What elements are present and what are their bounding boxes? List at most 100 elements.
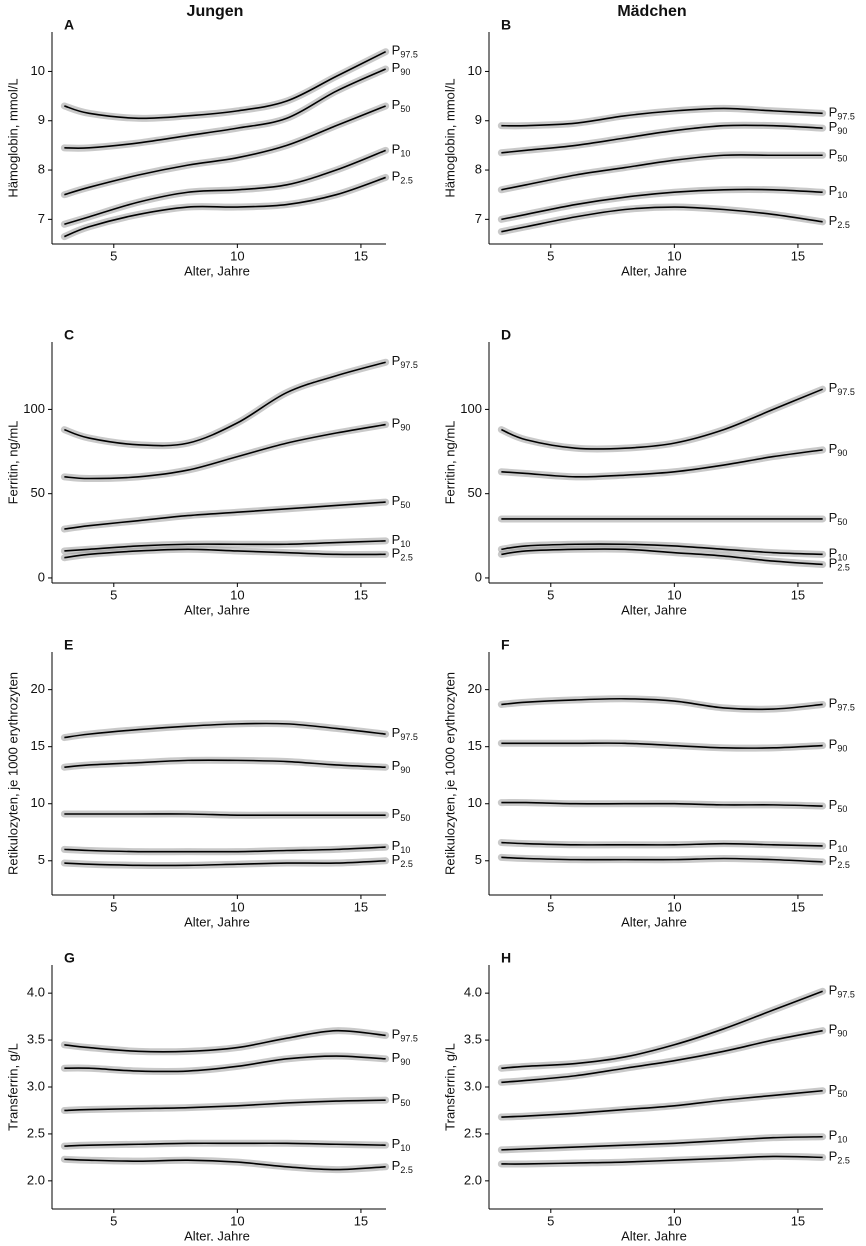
panel-label: H [501,950,511,966]
x-tick-label: 5 [110,899,117,914]
panel: Mädchen B 7 8 9 10 5 10 15 Alter, Jahre Hämoglobin… [442,3,854,278]
percentile-line [501,1155,823,1165]
y-tick-label: 10 [468,63,482,78]
series-label: P10 [392,532,411,549]
panel: F 5 10 15 20 5 10 15 Alter, Jahre Retikulozyten, … [442,637,854,930]
y-tick-label: 50 [31,485,45,500]
series-label: P50 [829,797,848,814]
percentile-line [64,149,386,226]
x-axis-label: Alter, Jahre [621,602,687,617]
x-tick-label: 10 [667,587,681,602]
series-label: P90 [392,1050,411,1067]
y-tick-label: 8 [38,161,45,176]
series-label: P2.5 [392,1158,413,1175]
percentile-line [501,107,823,127]
y-axis-label: Hämoglobin, mmol/L [5,78,20,197]
x-tick-label: 15 [354,1213,368,1228]
series-label: P90 [829,120,848,137]
x-tick-label: 10 [230,1213,244,1228]
y-tick-label: 7 [38,211,45,226]
y-tick-label: 100 [460,401,482,416]
y-tick-label: 4.0 [27,985,45,1000]
x-tick-label: 10 [667,248,681,263]
series-label: P2.5 [392,852,413,869]
x-tick-label: 15 [354,248,368,263]
y-tick-label: 9 [38,112,45,127]
percentile-line [64,1158,386,1171]
series-label: P2.5 [829,213,850,230]
y-tick-label: 7 [475,211,482,226]
band-halo [497,151,827,194]
panel: Jungen A 7 8 9 10 5 10 15 Alter, Jahre Hämoglobin,… [5,3,417,278]
y-tick-label: 10 [31,63,45,78]
percentile-line [501,1029,823,1084]
x-tick-label: 10 [230,587,244,602]
percentile-line [64,423,386,480]
x-tick-label: 15 [791,248,805,263]
panel-label: A [64,17,74,33]
series-label: P10 [829,837,848,854]
x-tick-label: 5 [547,248,554,263]
y-tick-label: 3.5 [464,1032,482,1047]
x-axis-label: Alter, Jahre [621,914,687,929]
x-tick-label: 10 [230,248,244,263]
panel-label: F [501,637,510,653]
series-label: P2.5 [829,556,850,573]
panel: H 2.0 2.5 3.0 3.5 4.0 5 10 15 Alter, Jahre Transfe… [442,950,855,1244]
series-label: P2.5 [392,546,413,563]
percentile-line [501,124,823,154]
panel: C 0 50 100 5 10 15 Alter, Jahre Ferritin, ng/mL P… [5,327,417,618]
y-tick-label: 50 [468,485,482,500]
series-label: P97.5 [829,983,855,1000]
x-axis-label: Alter, Jahre [184,914,250,929]
series-label: P10 [829,184,848,201]
y-tick-label: 15 [468,738,482,753]
y-axis-label: Transferrin, g/L [5,1043,20,1131]
series-label: P50 [392,494,411,511]
percentile-line [501,742,823,749]
percentile-line [64,540,386,552]
series-label: P90 [829,1022,848,1039]
y-axis-label: Hämoglobin, mmol/L [442,78,457,197]
x-tick-label: 5 [110,248,117,263]
series-label: P97.5 [829,696,855,713]
x-tick-label: 5 [547,1213,554,1228]
percentile-line [64,1099,386,1112]
series-label: P90 [392,60,411,77]
series-label: P50 [829,1082,848,1099]
y-tick-label: 5 [38,852,45,867]
x-axis-label: Alter, Jahre [184,1228,250,1241]
band-halo [60,48,390,122]
y-tick-label: 20 [468,681,482,696]
percentile-line [501,1089,823,1118]
panel: D 0 50 100 5 10 15 Alter, Jahre Ferritin, ng/mL P… [442,327,854,618]
series-label: P10 [829,1128,848,1145]
percentile-line [64,722,386,739]
y-tick-label: 15 [31,738,45,753]
percentile-line [501,543,823,556]
percentile-line [501,801,823,807]
percentile-line [64,105,386,196]
series-label: P10 [829,546,848,563]
x-tick-label: 15 [791,587,805,602]
panel: E 5 10 15 20 5 10 15 Alter, Jahre Retikulozyten, … [5,637,417,930]
y-tick-label: 3.0 [27,1078,45,1093]
percentile-line [501,188,823,221]
series-label: P50 [829,510,848,527]
x-tick-label: 15 [354,899,368,914]
percentile-line [501,1135,823,1151]
panel-label: B [501,17,511,33]
series-label: P2.5 [829,1149,850,1166]
x-tick-label: 5 [547,587,554,602]
x-tick-label: 15 [791,899,805,914]
x-axis-label: Alter, Jahre [621,263,687,278]
y-tick-label: 2.5 [464,1125,482,1140]
y-tick-label: 20 [31,681,45,696]
percentile-line [64,846,386,853]
percentile-line [501,388,823,450]
percentile-line [64,51,387,120]
percentile-line [501,856,823,863]
series-label: P90 [829,441,848,458]
band-halo [497,987,827,1072]
